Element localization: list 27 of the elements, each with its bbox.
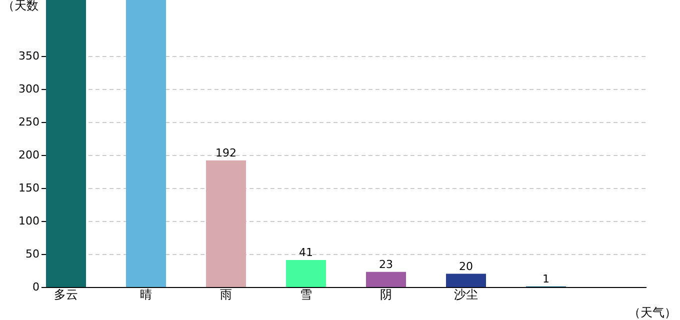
y-tick-label: 350: [18, 50, 40, 63]
x-axis-title: （天气）: [628, 306, 676, 320]
bar: [446, 274, 486, 287]
bar: [126, 0, 166, 287]
data-label: 23: [379, 258, 393, 271]
data-label: 1: [542, 272, 550, 286]
bar: [46, 0, 86, 287]
x-tick-label: 多云: [54, 288, 78, 302]
y-tick-label: 300: [18, 82, 40, 96]
data-label: 41: [299, 246, 313, 259]
x-tick-label: 雨: [220, 288, 232, 302]
y-tick-label: 150: [18, 182, 40, 195]
data-label: 192: [216, 146, 236, 160]
bar: [286, 260, 326, 287]
x-tick-label: 阴: [380, 288, 392, 302]
y-axis-title: （天数: [2, 0, 38, 12]
x-tick-label: 雪: [300, 288, 312, 302]
bar: [366, 272, 406, 287]
y-tick-label: 0: [32, 280, 40, 294]
x-tick-label: 晴: [140, 288, 152, 302]
data-label: 20: [459, 260, 473, 273]
y-tick-label: 50: [26, 248, 40, 261]
y-tick-label: 100: [18, 214, 40, 228]
y-tick-label: 250: [18, 116, 40, 129]
x-tick-label: 沙尘: [454, 288, 478, 302]
y-tick-label: 200: [18, 148, 40, 162]
bar: [206, 160, 246, 287]
